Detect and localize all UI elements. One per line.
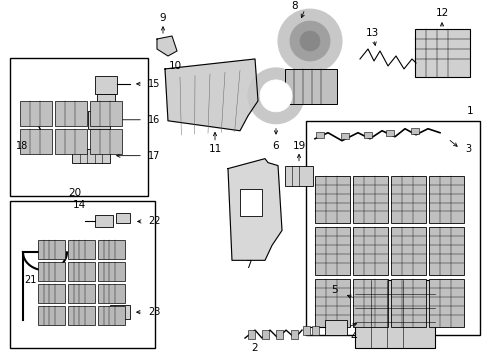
Bar (428, 279, 463, 327)
Bar (390, 279, 425, 327)
Bar (68, 306, 95, 325)
Bar (98, 262, 125, 281)
Bar (262, 330, 268, 339)
Bar (363, 132, 371, 138)
Text: 21: 21 (24, 275, 36, 285)
Text: 14: 14 (72, 201, 85, 211)
Bar (98, 306, 125, 325)
Bar (314, 228, 349, 275)
Text: 23: 23 (148, 307, 160, 317)
Text: 8: 8 (291, 1, 297, 11)
Bar (97, 94, 115, 108)
Bar (414, 29, 469, 77)
Text: 2: 2 (251, 343, 258, 353)
Polygon shape (157, 36, 177, 56)
Bar (314, 279, 349, 327)
Polygon shape (164, 59, 258, 131)
Bar (314, 176, 349, 224)
Bar (352, 279, 387, 327)
Bar (110, 305, 130, 319)
Bar (68, 262, 95, 281)
Circle shape (289, 21, 329, 61)
Bar (38, 306, 65, 325)
Text: 16: 16 (148, 115, 160, 125)
Bar (325, 320, 346, 335)
Bar (390, 176, 425, 224)
Bar (95, 76, 117, 94)
Text: 1: 1 (466, 106, 472, 116)
Bar (38, 240, 65, 259)
Bar (10, 201, 155, 348)
Bar (68, 284, 95, 303)
Bar (88, 111, 110, 129)
Bar (98, 240, 125, 259)
Bar (311, 326, 318, 335)
Bar (20, 129, 52, 154)
Bar (38, 284, 65, 303)
Bar (352, 228, 387, 275)
Bar (303, 326, 309, 335)
Bar (55, 129, 87, 154)
Bar (410, 128, 418, 134)
Text: 22: 22 (148, 216, 160, 226)
Text: 15: 15 (148, 79, 160, 89)
Bar (68, 240, 95, 259)
Circle shape (299, 31, 319, 51)
Text: 11: 11 (208, 144, 221, 154)
Text: 9: 9 (160, 13, 166, 23)
Bar (55, 101, 87, 126)
Bar (390, 228, 425, 275)
Bar (340, 133, 348, 139)
Text: 17: 17 (148, 150, 160, 161)
Bar (352, 176, 387, 224)
Text: 18: 18 (16, 141, 28, 151)
Text: 19: 19 (292, 141, 305, 151)
Bar (290, 330, 297, 339)
Bar (20, 101, 52, 126)
Bar (38, 262, 65, 281)
Bar (315, 132, 324, 138)
Bar (95, 216, 113, 228)
Text: 6: 6 (272, 141, 279, 151)
Bar (72, 149, 110, 163)
Bar (10, 58, 148, 195)
Text: 3: 3 (464, 144, 470, 154)
Text: 4: 4 (350, 332, 357, 342)
Bar (385, 130, 393, 136)
Bar (90, 129, 122, 154)
Polygon shape (227, 159, 282, 260)
Bar (275, 330, 283, 339)
Circle shape (247, 68, 304, 124)
Text: 7: 7 (244, 260, 251, 270)
Bar (285, 69, 336, 104)
Text: 5: 5 (331, 285, 337, 295)
Bar (305, 121, 479, 335)
Bar (428, 176, 463, 224)
Circle shape (278, 9, 341, 73)
Bar (285, 166, 312, 185)
Text: 10: 10 (168, 61, 181, 71)
Circle shape (260, 80, 291, 112)
Bar (428, 228, 463, 275)
Bar (90, 101, 122, 126)
Text: 13: 13 (365, 28, 378, 38)
Bar (247, 330, 254, 339)
Bar (116, 213, 130, 224)
Bar (240, 189, 262, 216)
Text: 20: 20 (68, 188, 81, 198)
Text: 12: 12 (434, 8, 447, 18)
Bar (98, 284, 125, 303)
Bar (354, 280, 434, 348)
